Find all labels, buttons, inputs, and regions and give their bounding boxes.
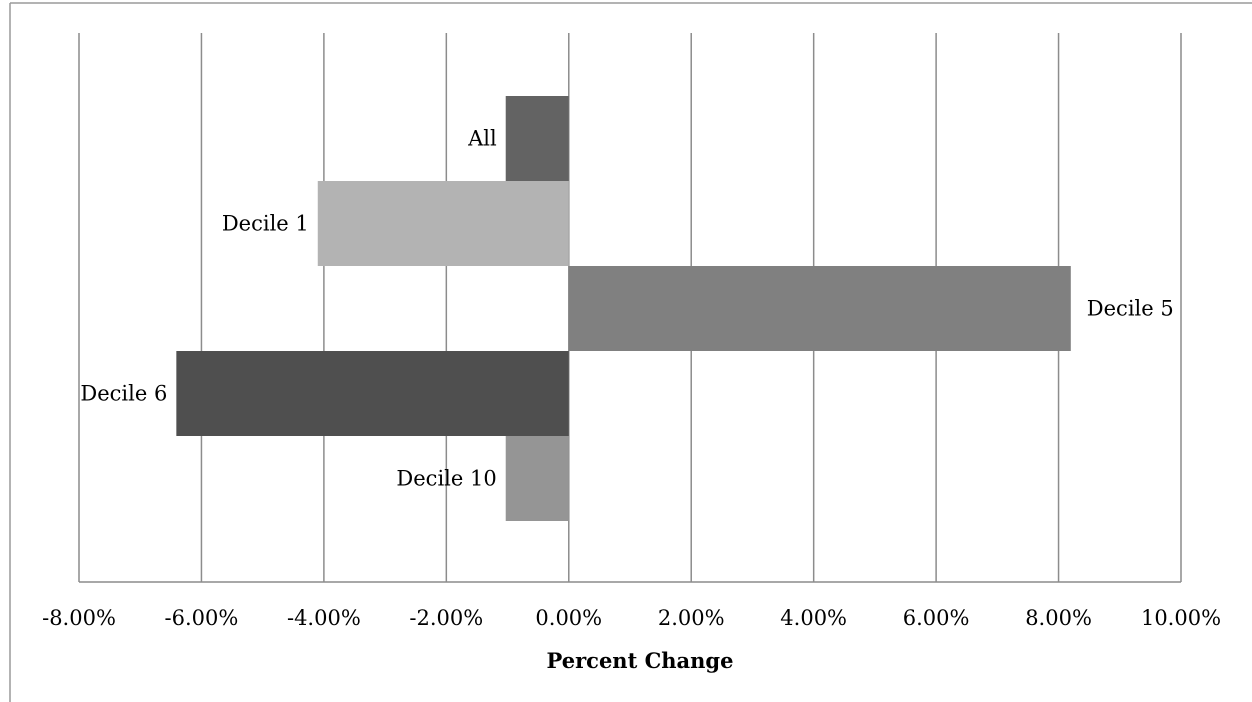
x-tick-label: 2.00% xyxy=(658,606,725,630)
bar-label: Decile 10 xyxy=(396,467,496,491)
bar-decile-10 xyxy=(505,436,569,521)
x-tick-label: -2.00% xyxy=(409,606,483,630)
bar-label: Decile 6 xyxy=(80,382,167,406)
x-tick-label: 6.00% xyxy=(903,606,970,630)
bar-decile-1 xyxy=(317,181,569,266)
bar-all xyxy=(505,96,569,181)
x-tick-labels: -8.00% -6.00% -4.00% -2.00% 0.00% 2.00% 4.00% 6… xyxy=(42,606,1221,630)
x-tick-label: -8.00% xyxy=(42,606,116,630)
x-tick-label: -6.00% xyxy=(165,606,239,630)
x-tick-label: -4.00% xyxy=(287,606,361,630)
bar-label: All xyxy=(467,127,497,151)
bar-decile-6 xyxy=(176,351,569,436)
bar-label: Decile 1 xyxy=(222,212,309,236)
x-axis-title: Percent Change xyxy=(547,648,734,673)
bar-labels: All Decile 1 Decile 5 Decile 6 Decile 10 xyxy=(80,127,1173,491)
x-tick-label: 4.00% xyxy=(780,606,847,630)
bars xyxy=(176,96,1071,521)
x-tick-label: 10.00% xyxy=(1141,606,1221,630)
bar-decile-5 xyxy=(568,266,1071,351)
x-tick-label: 0.00% xyxy=(535,606,602,630)
bar-label: Decile 5 xyxy=(1087,297,1174,321)
x-tick-label: 8.00% xyxy=(1025,606,1092,630)
